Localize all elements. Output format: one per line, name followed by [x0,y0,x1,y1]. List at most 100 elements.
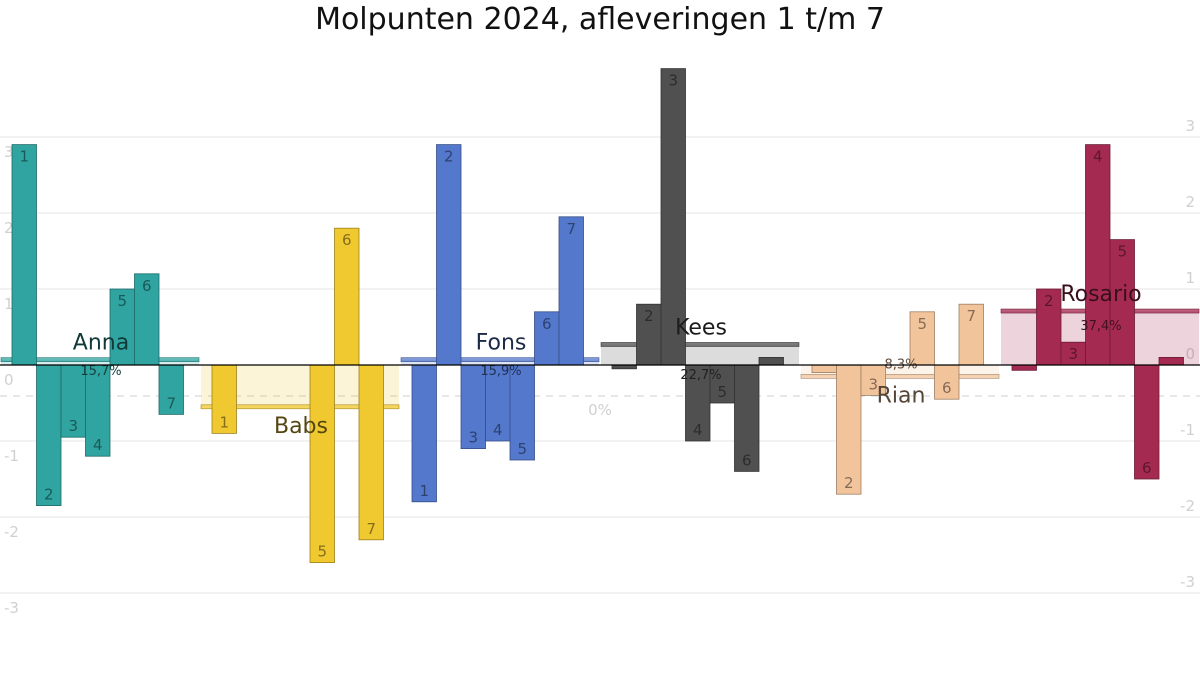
bar-babs-6 [334,227,360,366]
bar-fons-5 [509,364,535,461]
bar-rian-2 [836,364,862,495]
bar-fons-1 [411,364,437,503]
bar-anna-1 [11,144,37,366]
zero-percent-label: 0% [588,401,612,419]
bar-value-label: 2 [444,148,454,166]
y-tick-right: 2 [1185,193,1195,211]
bar-value-label: 6 [1142,459,1152,477]
y-tick-right: 3 [1185,117,1195,135]
bar-value-label: 6 [742,451,752,469]
bar-kees-3 [660,68,686,366]
y-tick-left: -2 [4,523,19,541]
bar-anna-3 [60,364,86,438]
bar-fons-6 [534,311,560,366]
series-percent-rosario: 37,4% [1080,319,1121,334]
series-name-anna: Anna [73,331,129,356]
bar-rosario-6 [1134,364,1160,480]
total-band-fons [401,359,599,365]
bar-kees-4 [685,364,711,442]
bar-rosario-7 [1158,356,1184,366]
bar-kees-2 [636,303,662,366]
y-tick-right: 0 [1185,345,1195,363]
y-tick-left: -3 [4,599,19,617]
y-tick-left: 0 [4,371,14,389]
total-line-rian [800,374,1000,379]
bar-value-label: 2 [844,474,854,492]
bar-value-label: 5 [317,543,327,561]
series-percent-anna: 15,7% [80,364,121,379]
bar-value-label: 5 [517,440,527,458]
bar-kees-7 [758,356,784,366]
y-tick-right: -2 [1180,497,1195,515]
total-band-anna [1,359,199,365]
bar-rosario-2 [1036,288,1062,366]
total-line-anna [0,357,200,362]
bar-rian-1 [811,364,837,373]
total-band-rian [801,365,999,377]
bar-kees-5 [709,364,735,404]
bar-anna-4 [85,364,111,457]
total-line-babs [200,404,400,410]
bar-value-label: 2 [1044,292,1054,310]
total-line-kees [600,342,800,347]
series-name-kees: Kees [675,315,727,340]
bar-babs-5 [309,364,335,564]
series-name-rosario: Rosario [1060,282,1141,307]
y-tick-left: 1 [4,295,14,313]
series-name-babs: Babs [274,414,328,439]
bar-value-label: 5 [917,315,927,333]
bar-value-label: 3 [68,417,78,435]
y-tick-labels: 3 2 1 0 -1 -2 -3 3 2 1 0 -1 -2 -3 0% [4,117,1195,617]
bar-rosario-1 [1011,364,1037,371]
bar-value-label: 1 [19,148,29,166]
bar-value-label: 3 [868,375,878,393]
bar-fons-4 [485,364,511,442]
bar-value-label: 6 [342,231,352,249]
bar-fons-2 [436,144,462,366]
bar-value-label: 2 [644,307,654,325]
bar-value-label: 4 [1093,148,1103,166]
series-percent-fons: 15,9% [480,364,521,379]
bar-value-label: 7 [966,307,976,325]
bar-value-label: 2 [44,486,54,504]
y-tick-left: 3 [4,143,14,161]
bar-value-label: 1 [419,482,429,500]
bar-rian-3 [860,364,886,396]
bar-anna-2 [36,364,62,507]
bar-value-label: 4 [493,421,503,439]
bar-value-label: 6 [942,379,952,397]
grid-lines [0,136,1200,594]
bar-value-label: 5 [717,383,727,401]
bar-value-label: 7 [366,520,376,538]
bar-value-label: 7 [566,220,576,238]
bar-value-label: 4 [693,421,703,439]
series-name-fons: Fons [476,331,527,356]
bar-value-label: 1 [219,413,229,431]
bar-value-label: 6 [142,277,152,295]
bar-value-label: 7 [166,394,176,412]
bar-value-label: 4 [93,436,103,454]
bar-rian-6 [934,364,960,400]
y-tick-left: -1 [4,447,19,465]
y-tick-right: -3 [1180,573,1195,591]
bar-value-label: 3 [468,429,478,447]
y-tick-left: 2 [4,219,14,237]
chart-title: Molpunten 2024, afleveringen 1 t/m 7 [315,2,885,37]
bar-value-label: 5 [1117,243,1127,261]
series-name-rian: Rian [877,383,926,408]
y-tick-right: 1 [1185,269,1195,287]
bar-value-label: 3 [1068,345,1078,363]
series-percent-kees: 22,7% [680,368,721,383]
bar-value-label: 3 [668,72,678,90]
y-tick-right: -1 [1180,421,1195,439]
bar-anna-6 [134,273,160,366]
total-line-fons [400,357,600,362]
bar-fons-7 [558,216,584,366]
bar-rian-5 [909,311,935,366]
bar-value-label: 6 [542,315,552,333]
bar-value-label: 5 [117,292,127,310]
bar-babs-7 [358,364,384,541]
bar-rian-7 [958,303,984,366]
